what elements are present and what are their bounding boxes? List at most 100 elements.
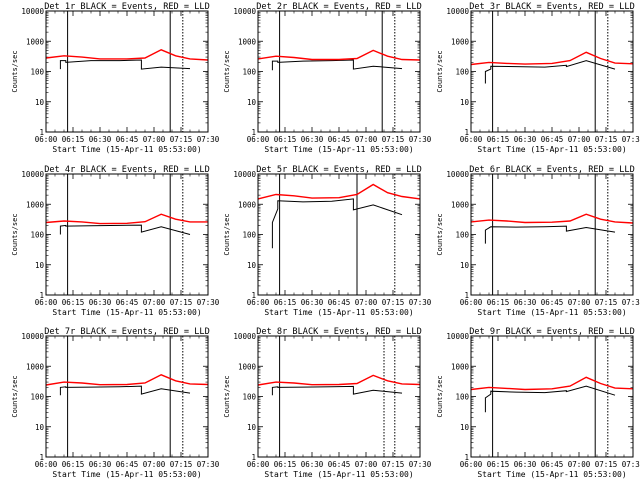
y-tick-label: 100 <box>30 393 44 402</box>
x-tick-label: 06:45 <box>328 460 351 469</box>
x-tick-label: 07:30 <box>409 135 432 144</box>
x-tick-label: 07:15 <box>595 298 618 307</box>
x-tick-label: 07:15 <box>170 460 193 469</box>
x-tick-label: 06:30 <box>301 135 324 144</box>
x-tick-label: 06:30 <box>89 298 112 307</box>
x-tick-label: 06:30 <box>89 460 112 469</box>
y-axis-label: Counts/sec <box>436 213 444 255</box>
y-tick-label: 10 <box>460 423 470 432</box>
x-tick-label: 06:00 <box>247 298 270 307</box>
lld-series-line <box>45 374 209 386</box>
x-axis-label: Start Time (15-Apr-11 05:53:00) <box>52 308 201 317</box>
y-tick-label: 100 <box>455 68 469 77</box>
x-axis-label: Start Time (15-Apr-11 05:53:00) <box>477 145 626 154</box>
y-tick-label: 1 <box>464 453 469 462</box>
y-tick-label: 10 <box>247 261 257 270</box>
x-tick-label: 06:45 <box>116 135 139 144</box>
plot-frame <box>45 335 209 458</box>
x-tick-label: 07:30 <box>197 135 220 144</box>
y-axis-label: Counts/sec <box>436 50 444 92</box>
x-tick-label: 06:45 <box>116 298 139 307</box>
x-tick-label: 06:00 <box>35 298 58 307</box>
y-axis-label: Counts/sec <box>436 375 444 417</box>
x-tick-label: 06:00 <box>460 135 483 144</box>
plot-frame <box>257 10 421 133</box>
x-tick-label: 07:30 <box>409 298 432 307</box>
plot-frame <box>470 173 634 296</box>
chart-panel-4: Det 4r BLACK = Events, RED = LLD Counts/s… <box>11 165 220 317</box>
x-axis-label: Start Time (15-Apr-11 05:53:00) <box>52 470 201 479</box>
y-tick-label: 100 <box>30 68 44 77</box>
y-tick-label: 10 <box>35 423 45 432</box>
x-tick-label: 06:45 <box>541 460 564 469</box>
x-tick-label: 06:00 <box>35 135 58 144</box>
lld-series-line <box>257 374 421 386</box>
x-tick-label: 06:45 <box>541 135 564 144</box>
x-tick-label: 06:00 <box>247 460 270 469</box>
y-tick-label: 10 <box>460 261 470 270</box>
x-axis-label: Start Time (15-Apr-11 05:53:00) <box>477 308 626 317</box>
y-tick-label: 10000 <box>446 170 469 179</box>
x-tick-label: 07:15 <box>170 298 193 307</box>
plot-frame <box>257 173 421 296</box>
x-tick-label: 06:30 <box>514 135 537 144</box>
y-axis-label: Counts/sec <box>11 213 19 255</box>
x-tick-label: 06:45 <box>328 135 351 144</box>
chart-panel-5: Det 5r BLACK = Events, RED = LLD Counts/s… <box>223 165 432 317</box>
x-tick-label: 07:15 <box>595 135 618 144</box>
y-tick-label: 10000 <box>21 332 44 341</box>
events-series-line <box>59 224 191 235</box>
y-tick-label: 10 <box>247 98 257 107</box>
y-tick-label: 1000 <box>451 200 470 209</box>
x-tick-label: 06:15 <box>274 135 297 144</box>
y-tick-label: 1000 <box>26 362 45 371</box>
chart-panel-3: Det 3r BLACK = Events, RED = LLD Counts/s… <box>436 2 640 154</box>
x-tick-label: 06:00 <box>35 460 58 469</box>
events-series-line <box>271 385 403 396</box>
x-tick-label: 06:00 <box>460 298 483 307</box>
y-tick-label: 1 <box>464 291 469 300</box>
x-axis-label: Start Time (15-Apr-11 05:53:00) <box>52 145 201 154</box>
y-tick-label: 1000 <box>26 200 45 209</box>
y-tick-label: 1 <box>464 128 469 137</box>
y-tick-label: 1000 <box>26 37 45 46</box>
chart-panel-7: Det 7r BLACK = Events, RED = LLD Counts/s… <box>11 327 220 479</box>
x-tick-label: 07:30 <box>622 460 640 469</box>
x-tick-label: 07:15 <box>382 460 405 469</box>
x-tick-label: 07:00 <box>355 298 378 307</box>
x-tick-label: 07:30 <box>622 298 640 307</box>
x-tick-label: 06:15 <box>274 460 297 469</box>
x-tick-label: 07:00 <box>355 460 378 469</box>
events-series-line <box>484 385 616 413</box>
y-tick-label: 100 <box>242 231 256 240</box>
lld-series-line <box>257 183 421 200</box>
y-tick-label: 1000 <box>451 362 470 371</box>
y-tick-label: 100 <box>455 231 469 240</box>
x-axis-label: Start Time (15-Apr-11 05:53:00) <box>477 470 626 479</box>
y-tick-label: 100 <box>242 393 256 402</box>
x-tick-label: 06:15 <box>62 135 85 144</box>
x-tick-label: 07:30 <box>409 460 432 469</box>
y-tick-label: 1 <box>251 128 256 137</box>
y-tick-label: 1 <box>39 128 44 137</box>
x-tick-label: 07:00 <box>143 460 166 469</box>
events-series-line <box>271 59 403 71</box>
x-tick-label: 06:30 <box>89 135 112 144</box>
y-tick-label: 10000 <box>446 7 469 16</box>
y-tick-label: 10000 <box>233 170 256 179</box>
y-tick-label: 10 <box>460 98 470 107</box>
events-series-line <box>484 60 616 84</box>
events-series-line <box>59 59 191 70</box>
panel-title: Det 6r BLACK = Events, RED = LLD <box>469 165 635 175</box>
x-tick-label: 06:15 <box>62 460 85 469</box>
y-tick-label: 1000 <box>238 37 257 46</box>
plot-frame <box>45 10 209 133</box>
events-series-line <box>59 385 191 396</box>
chart-panel-6: Det 6r BLACK = Events, RED = LLD Counts/s… <box>436 165 640 317</box>
x-tick-label: 07:00 <box>568 298 591 307</box>
y-tick-label: 1000 <box>238 200 257 209</box>
y-tick-label: 10000 <box>446 332 469 341</box>
x-tick-label: 06:15 <box>62 298 85 307</box>
plot-frame <box>257 335 421 458</box>
